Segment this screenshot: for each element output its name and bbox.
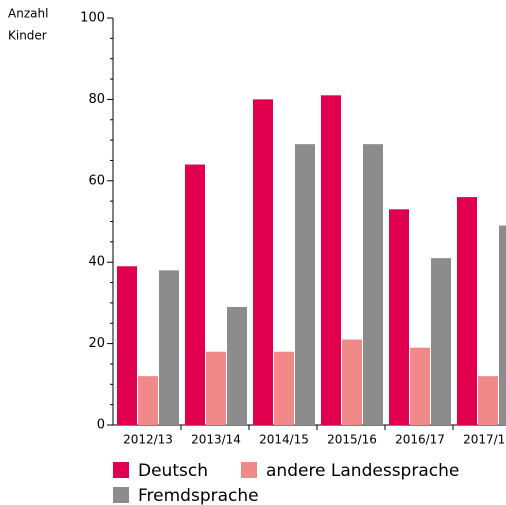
x-tick-label: 2017/18 (463, 433, 506, 447)
y-tick-label: 40 (88, 255, 105, 270)
y-tick-label: 80 (88, 92, 105, 107)
bar (431, 258, 451, 425)
bar (274, 351, 294, 425)
bar (410, 347, 430, 425)
bar (253, 99, 273, 426)
x-tick-label: 2016/17 (395, 433, 445, 447)
x-tick-label: 2015/16 (327, 433, 377, 447)
bar (295, 144, 315, 426)
y-axis-label: Anzahl (8, 7, 48, 21)
legend-label: andere Landessprache (266, 461, 459, 481)
bar (457, 197, 477, 425)
bar (363, 144, 383, 426)
bar (117, 266, 137, 425)
bar (478, 376, 498, 425)
legend-swatch (113, 462, 129, 478)
legend-label: Fremdsprache (138, 486, 259, 505)
y-axis-label: Kinder (8, 29, 47, 43)
legend-label: Deutsch (138, 461, 208, 481)
x-tick-label: 2014/15 (259, 433, 309, 447)
bar (499, 225, 506, 425)
bar (342, 339, 362, 425)
x-tick-label: 2013/14 (191, 433, 241, 447)
legend-swatch (241, 462, 257, 478)
y-tick-label: 0 (97, 418, 105, 433)
bar (138, 376, 158, 425)
legend-swatch (113, 487, 129, 503)
bar (206, 351, 226, 425)
y-tick-label: 60 (88, 173, 105, 188)
bar (389, 209, 409, 425)
x-tick-label: 2012/13 (123, 433, 173, 447)
bar (159, 270, 179, 425)
bar (321, 95, 341, 425)
y-tick-label: 20 (88, 336, 105, 351)
bar (185, 164, 205, 425)
y-tick-label: 100 (80, 11, 105, 26)
bar (227, 306, 247, 425)
